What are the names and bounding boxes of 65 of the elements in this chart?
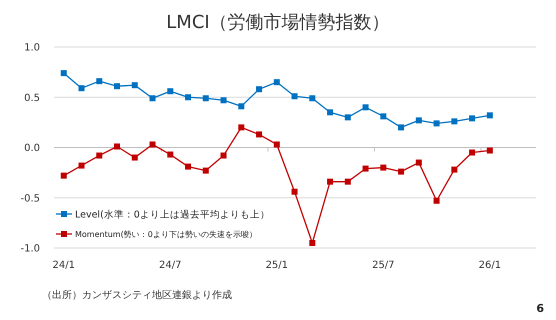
point — [398, 124, 404, 130]
legend-label: Momentum(勢い：0より下は勢いの失速を示唆） — [75, 230, 257, 239]
point — [96, 78, 102, 84]
point — [202, 95, 209, 102]
point — [150, 95, 156, 102]
x-tick-label: 25/1 — [266, 260, 288, 271]
point — [398, 168, 404, 175]
point — [202, 168, 209, 174]
x-tick-label: 26/1 — [478, 260, 502, 271]
point — [486, 148, 493, 154]
point — [327, 178, 334, 185]
point — [292, 93, 298, 100]
point — [132, 154, 138, 161]
point — [220, 152, 227, 159]
point — [96, 152, 102, 159]
point — [451, 166, 458, 173]
text: 6 — [536, 302, 544, 315]
point — [344, 114, 351, 120]
point — [380, 113, 386, 120]
point — [451, 118, 458, 124]
point — [434, 198, 440, 204]
point — [220, 97, 227, 104]
x-tick-label: 25/7 — [372, 260, 395, 271]
point — [292, 188, 298, 195]
chart-title: LMCI（労働市場情勢指数） — [166, 12, 390, 33]
y-tick-label: 1.0 — [24, 42, 40, 54]
x-tick-label: 24/1 — [52, 260, 75, 271]
point — [380, 164, 386, 171]
point — [238, 103, 244, 110]
point — [416, 117, 422, 124]
point — [114, 83, 120, 90]
point — [78, 162, 85, 169]
point — [309, 240, 316, 246]
y-tick-label: 0.0 — [24, 143, 40, 154]
point — [185, 164, 192, 170]
text: （出所）カンザスシティ地区連銀より作成 — [42, 289, 232, 301]
y-tick-label: -1.0 — [20, 244, 40, 254]
point — [150, 141, 156, 148]
y-tick-label: 0.5 — [24, 92, 40, 104]
point — [78, 85, 85, 92]
point — [167, 88, 174, 94]
point — [274, 79, 280, 86]
point — [167, 152, 174, 158]
point — [434, 120, 440, 126]
point — [469, 150, 476, 156]
x-tick-label: 24/7 — [159, 260, 182, 271]
point — [114, 143, 120, 150]
point — [185, 94, 192, 100]
y-tick-label: -0.5 — [20, 193, 40, 204]
point — [486, 112, 493, 118]
point — [309, 95, 316, 102]
point — [362, 166, 369, 172]
legend-label: Level(水準：0より上は過去平均よりも上） — [75, 208, 270, 220]
point — [362, 104, 369, 110]
point — [327, 109, 334, 116]
point — [60, 70, 67, 76]
point — [469, 115, 476, 122]
point — [238, 124, 244, 130]
point — [344, 178, 351, 185]
point — [256, 86, 262, 92]
point — [274, 141, 280, 148]
point — [60, 172, 67, 179]
point — [132, 82, 138, 88]
point — [256, 131, 262, 138]
point — [416, 160, 422, 166]
